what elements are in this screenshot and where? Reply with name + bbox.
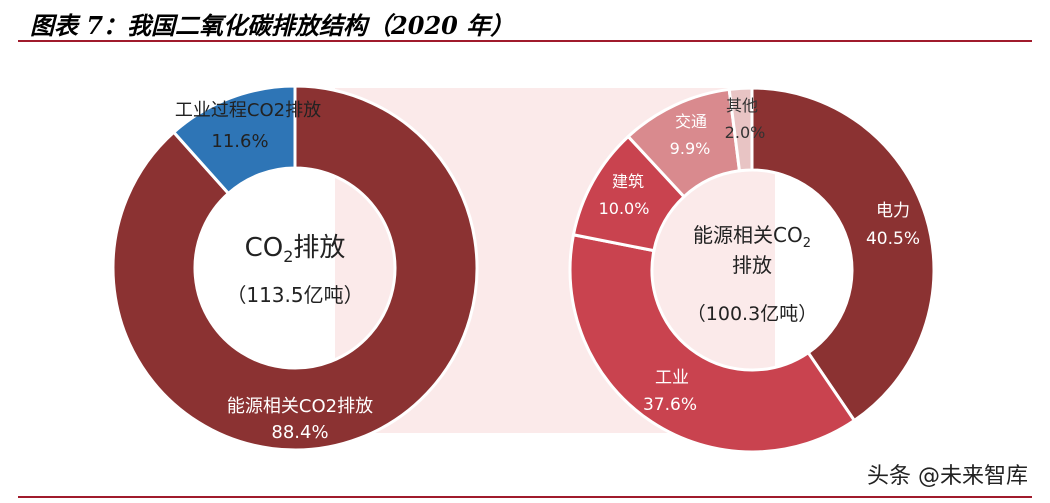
slice-value-label: 11.6% — [211, 131, 268, 152]
center-label-title: CO2排放 — [245, 233, 346, 266]
bottom-rule — [18, 496, 1032, 498]
slice-name-label: 电力 — [876, 201, 910, 221]
figure-title: 图表 7：我国二氧化碳排放结构（2020 年） — [30, 11, 515, 40]
slice-value-label: 37.6% — [643, 395, 697, 415]
slice-name-label: 工业 — [655, 368, 689, 388]
center-label-total: （113.5亿吨） — [226, 283, 363, 307]
donut-2-slice-0 — [750, 86, 936, 423]
slice-name-label: 能源相关CO2排放 — [227, 396, 373, 417]
donut-2-slice-4 — [727, 86, 754, 173]
slice-value-label: 10.0% — [599, 199, 650, 218]
slice-name-label: 建筑 — [612, 172, 644, 191]
watermark: 头条 @未来智库 — [867, 464, 1028, 489]
slice-name-label: 交通 — [675, 112, 707, 131]
slice-name-label: 其他 — [726, 96, 758, 115]
donut-1-slice-1 — [171, 84, 297, 196]
top-rule — [18, 40, 1032, 42]
center-label-subtitle: 排放 — [732, 253, 772, 277]
slice-value-label: 88.4% — [271, 422, 328, 443]
slice-value-label: 9.9% — [670, 139, 711, 158]
slice-value-label: 40.5% — [866, 229, 920, 249]
donut-1-slice-0 — [111, 84, 479, 452]
slice-name-label: 工业过程CO2排放 — [175, 100, 321, 121]
donut-chart-1: 能源相关CO2排放 88.4% 工业过程CO2排放 11.6% CO2排放 （113.5亿… — [111, 84, 479, 452]
slice-value-label: 2.0% — [725, 123, 766, 142]
center-label-title: 能源相关CO2 — [693, 223, 811, 251]
donut-2-slice-1 — [568, 233, 857, 454]
donut-chart-2: 电力 40.5% 工业 37.6% 建筑 10.0% 交通 9.9% 其他 2.0% 能源相关CO2… — [568, 86, 936, 454]
center-label-total: （100.3亿吨） — [687, 303, 817, 325]
